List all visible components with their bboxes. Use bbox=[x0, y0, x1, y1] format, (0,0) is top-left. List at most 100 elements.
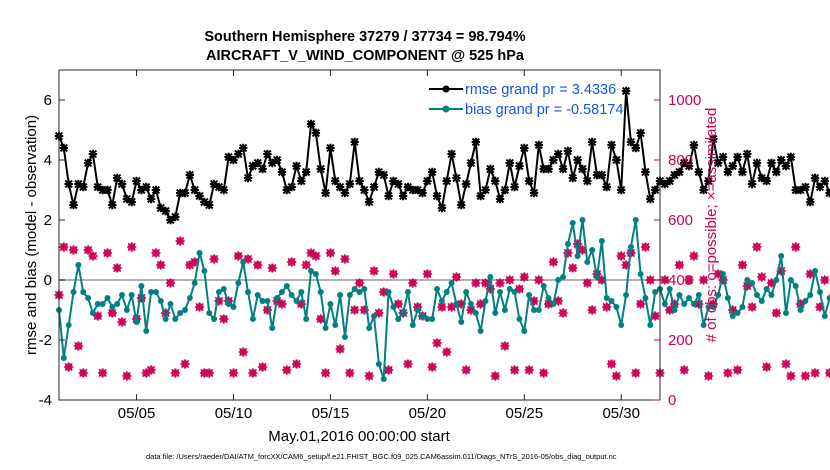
obs-assimilated-point bbox=[645, 275, 655, 285]
bias-point bbox=[148, 289, 155, 295]
rmse-point bbox=[369, 182, 379, 192]
obs-assimilated-point bbox=[456, 299, 466, 309]
rmse-point bbox=[398, 191, 408, 201]
bias-point bbox=[763, 286, 770, 292]
rmse-point bbox=[534, 140, 544, 150]
bias-point bbox=[438, 298, 445, 304]
bias-point bbox=[211, 316, 218, 322]
rmse-point bbox=[607, 140, 616, 150]
obs-assimilated-point bbox=[204, 368, 214, 378]
obs-assimilated-point bbox=[825, 368, 830, 378]
bias-point bbox=[700, 322, 707, 328]
rmse-point bbox=[631, 143, 640, 153]
obs-assimilated-point bbox=[287, 257, 297, 267]
obs-assimilated-point bbox=[64, 362, 74, 372]
rmse-point bbox=[93, 182, 102, 192]
rmse-point bbox=[713, 158, 723, 168]
obs-assimilated-point bbox=[573, 239, 583, 249]
obs-assimilated-point bbox=[257, 362, 268, 372]
bias-point bbox=[812, 268, 819, 274]
rmse-point bbox=[335, 182, 345, 192]
y-right-tick-label: 800 bbox=[668, 152, 693, 169]
x-axis: 05/05 05/10 05/15 05/20 05/25 05/30 bbox=[118, 70, 640, 422]
bias-point bbox=[627, 244, 634, 250]
obs-assimilated-point bbox=[713, 269, 723, 279]
rmse-point bbox=[394, 179, 403, 189]
obs-assimilated-point bbox=[350, 305, 360, 315]
rmse-point bbox=[466, 158, 476, 168]
rmse-point bbox=[457, 200, 466, 210]
obs-assimilated-point bbox=[732, 365, 743, 375]
obs-assimilated-point bbox=[374, 308, 384, 318]
rmse-point bbox=[428, 167, 437, 177]
bias-point bbox=[245, 289, 252, 295]
bias-point bbox=[400, 310, 407, 316]
obs-assimilated-point bbox=[451, 272, 462, 282]
footnote: data file: /Users/raeder/DAI/ATM_forcXX/… bbox=[146, 452, 617, 461]
bias-point bbox=[492, 310, 499, 316]
bias-point bbox=[104, 295, 111, 301]
rmse-point bbox=[815, 182, 825, 192]
obs-assimilated-point bbox=[383, 365, 394, 375]
bias-point bbox=[414, 307, 421, 313]
x-axis-label: May.01,2016 00:00:00 start bbox=[268, 428, 450, 445]
rmse-point bbox=[345, 179, 355, 189]
obs-assimilated-point bbox=[325, 248, 336, 258]
obs-assimilated-point bbox=[442, 347, 452, 357]
rmse-point bbox=[597, 170, 607, 180]
bias-point bbox=[666, 286, 673, 292]
rmse-point bbox=[350, 137, 359, 147]
x-tick-label: 05/05 bbox=[118, 405, 156, 422]
rmse-point bbox=[578, 164, 587, 174]
bias-point bbox=[380, 376, 387, 382]
rmse-point bbox=[151, 185, 161, 195]
x-tick-label: 05/10 bbox=[215, 405, 253, 422]
obs-assimilated-point bbox=[490, 371, 500, 381]
obs-assimilated-point bbox=[519, 272, 529, 282]
obs-assimilated-point bbox=[534, 275, 544, 285]
obs-assimilated-point bbox=[461, 365, 471, 375]
obs-assimilated-point bbox=[93, 311, 103, 321]
bias-point bbox=[303, 316, 310, 322]
rmse-point bbox=[617, 185, 626, 195]
bias-point bbox=[511, 289, 518, 295]
obs-assimilated-point bbox=[253, 260, 263, 270]
bias-point bbox=[690, 301, 697, 307]
obs-assimilated-point bbox=[485, 284, 495, 294]
obs-assimilated-point bbox=[505, 275, 515, 285]
plot-frame bbox=[58, 69, 661, 401]
bias-point bbox=[443, 289, 450, 295]
bias-point bbox=[661, 301, 668, 307]
rmse-point bbox=[301, 167, 311, 177]
rmse-point bbox=[98, 185, 107, 195]
obs-assimilated-point bbox=[553, 296, 563, 306]
rmse-point bbox=[282, 185, 291, 195]
bias-point bbox=[545, 295, 552, 301]
rmse-point bbox=[103, 185, 112, 195]
rmse-point bbox=[699, 185, 708, 195]
obs-assimilated-point bbox=[476, 299, 486, 309]
bias-point bbox=[182, 307, 189, 313]
x-tick-label: 05/15 bbox=[312, 405, 350, 422]
obs-assimilated-point bbox=[161, 308, 171, 318]
bias-point bbox=[152, 289, 159, 295]
bias-point bbox=[598, 238, 605, 244]
rmse-point bbox=[112, 173, 122, 183]
obs-assimilated-point bbox=[165, 278, 176, 288]
rmse-point bbox=[122, 194, 132, 204]
bias-point bbox=[816, 289, 823, 295]
obs-assimilated-point bbox=[68, 245, 79, 255]
obs-assimilated-point bbox=[301, 260, 311, 270]
obs-assimilated-point bbox=[437, 302, 447, 312]
bias-point bbox=[85, 295, 92, 301]
bias-point bbox=[482, 298, 489, 304]
obs-assimilated-point bbox=[466, 305, 476, 315]
bias-point bbox=[826, 295, 830, 301]
obs-assimilated-point bbox=[660, 275, 670, 285]
y-right-tick-label: 0 bbox=[668, 392, 676, 409]
rmse-point bbox=[219, 185, 228, 195]
chart-title: Southern Hemisphere 37279 / 37734 = 98.7… bbox=[204, 29, 525, 45]
rmse-point bbox=[408, 185, 418, 195]
obs-assimilated-point bbox=[606, 359, 617, 369]
obs-assimilated-point bbox=[781, 359, 791, 369]
